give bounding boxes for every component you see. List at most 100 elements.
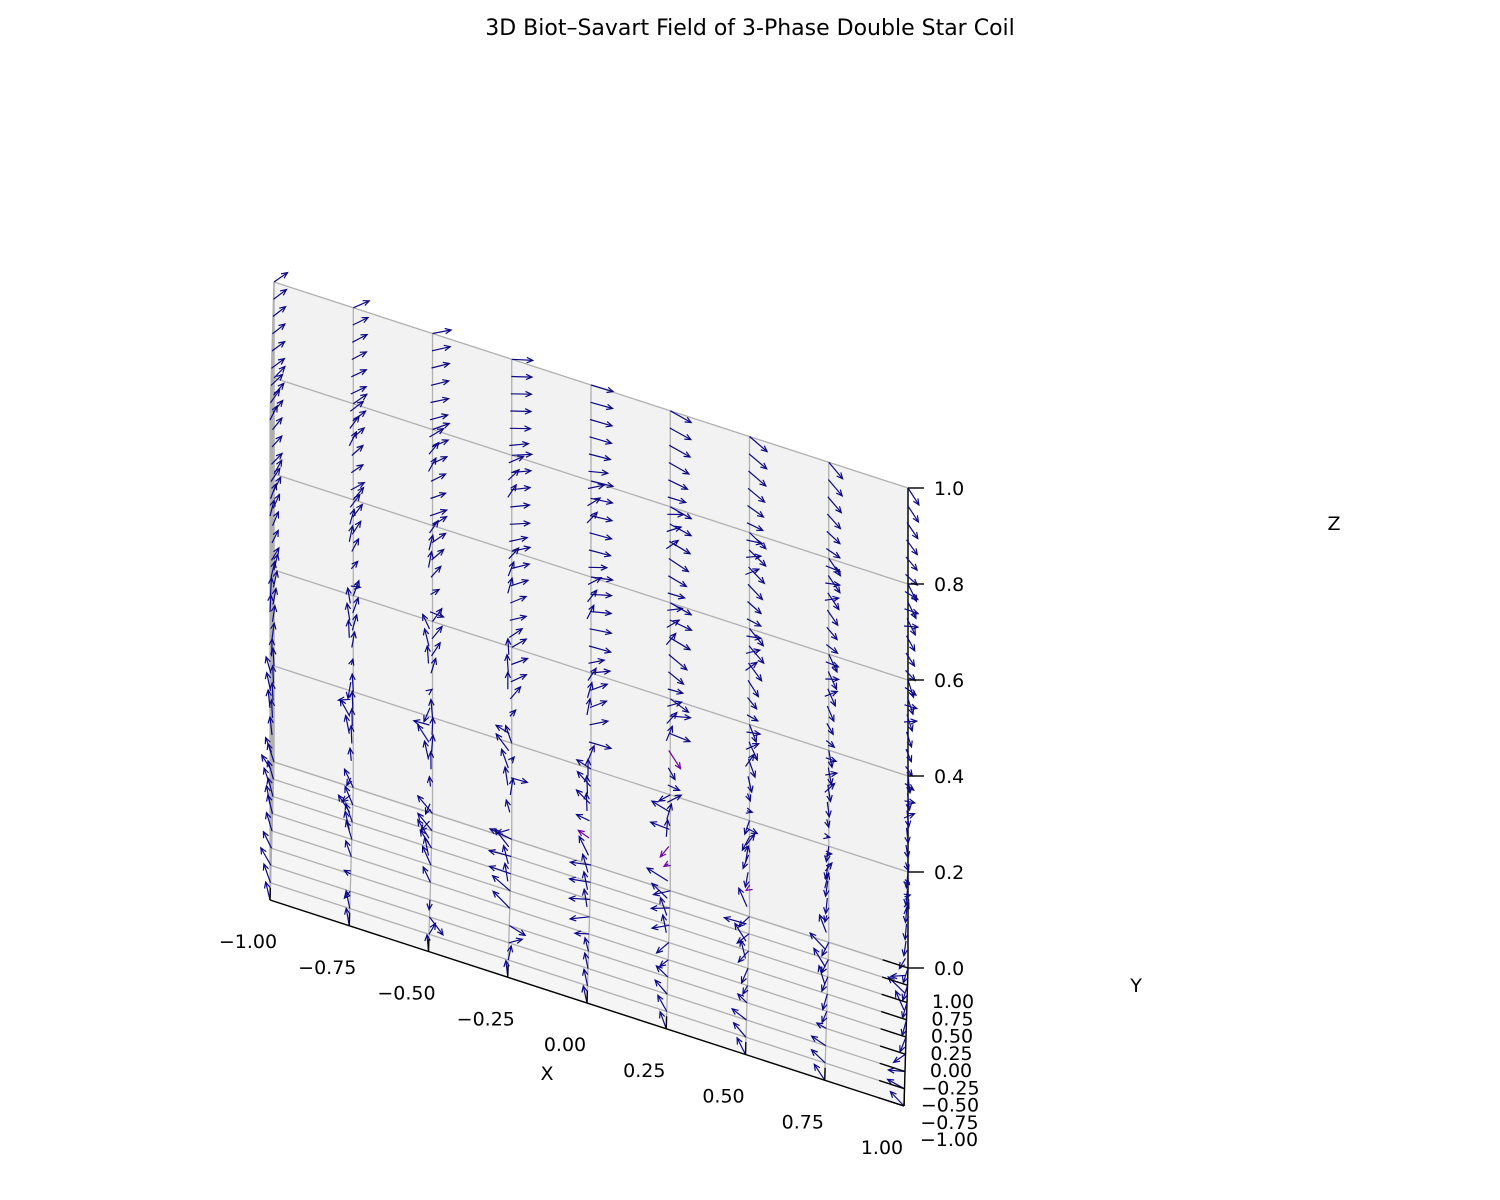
field-arrow	[587, 744, 595, 760]
field-arrow	[825, 740, 836, 749]
field-arrow	[652, 890, 671, 897]
field-arrow	[828, 461, 844, 480]
field-arrow	[903, 812, 916, 819]
field-arrow	[823, 863, 830, 881]
field-arrow	[649, 821, 670, 830]
field-arrow	[746, 522, 765, 532]
field-arrow	[351, 351, 368, 361]
field-arrow	[903, 718, 919, 725]
field-arrow	[500, 747, 509, 769]
field-arrow	[581, 887, 589, 908]
field-arrow	[588, 658, 606, 665]
field-arrow	[669, 523, 693, 537]
field-arrow	[905, 748, 913, 764]
field-arrow	[748, 645, 765, 665]
field-arrow	[667, 784, 681, 792]
field-arrow	[431, 361, 451, 369]
field-arrow	[827, 575, 841, 594]
field-arrow	[904, 827, 911, 845]
field-arrow	[568, 859, 592, 867]
field-arrow	[509, 535, 529, 543]
field-arrow	[889, 1090, 905, 1107]
x-tick-label: −0.25	[457, 1008, 515, 1030]
field-arrow	[424, 803, 431, 816]
field-arrow	[344, 819, 353, 840]
field-arrow	[902, 923, 909, 941]
field-arrow	[825, 770, 839, 778]
field-arrow	[589, 418, 614, 428]
field-arrow	[737, 950, 749, 964]
field-arrow	[353, 300, 371, 309]
field-arrow	[590, 591, 613, 599]
x-tick-label: 0.50	[702, 1086, 744, 1108]
field-arrow	[345, 618, 353, 638]
y-tick-label: −0.25	[921, 1077, 979, 1099]
field-arrow	[745, 833, 756, 846]
field-arrow	[827, 767, 834, 787]
field-arrow	[662, 860, 671, 868]
field-arrow	[667, 671, 685, 686]
field-arrow	[267, 715, 274, 736]
field-arrow	[904, 798, 917, 805]
field-arrow	[906, 522, 919, 540]
field-arrow	[428, 698, 435, 718]
field-arrow	[416, 794, 433, 814]
field-arrow	[901, 985, 909, 1002]
field-arrow	[743, 820, 751, 836]
field-arrow	[742, 985, 749, 996]
field-arrow	[903, 862, 910, 873]
x-tick-label: −0.50	[377, 983, 435, 1005]
field-arrow	[508, 924, 527, 937]
field-arrow	[422, 627, 430, 647]
field-arrow	[417, 723, 430, 743]
field-arrow	[667, 496, 688, 504]
field-arrow	[270, 560, 277, 578]
field-arrow	[668, 750, 682, 770]
field-arrow	[575, 759, 592, 770]
field-arrow	[821, 993, 828, 1011]
field-arrow	[823, 897, 830, 915]
field-arrow	[273, 288, 288, 300]
field-arrow	[272, 305, 287, 317]
field-arrow	[827, 688, 836, 708]
field-arrow	[263, 880, 271, 901]
chart-title: 3D Biot–Savart Field of 3-Phase Double S…	[485, 16, 1015, 41]
field-arrow	[351, 520, 362, 535]
field-arrow	[670, 602, 693, 616]
field-arrow	[507, 576, 514, 594]
y-tick	[881, 993, 908, 1004]
field-arrow	[645, 867, 669, 882]
field-arrow	[577, 829, 590, 839]
field-arrow	[589, 719, 610, 726]
field-arrow	[508, 755, 516, 764]
field-arrow	[905, 652, 916, 668]
field-arrow	[271, 452, 284, 465]
field-arrow	[586, 603, 595, 620]
y-tick	[879, 1062, 906, 1073]
field-arrow	[748, 453, 768, 470]
field-arrow	[412, 719, 430, 726]
field-arrow	[810, 1048, 826, 1064]
field-arrow	[748, 741, 758, 762]
field-arrow	[810, 1035, 827, 1047]
field-arrow	[747, 758, 757, 779]
field-arrow	[670, 410, 693, 424]
field-arrow	[730, 1007, 747, 1021]
field-arrow	[809, 931, 827, 951]
field-arrow	[270, 621, 277, 640]
field-arrow	[590, 401, 614, 411]
field-arrow	[583, 936, 590, 952]
field-arrow	[667, 575, 688, 588]
field-arrow	[419, 828, 433, 849]
x-tick-label: 0.75	[782, 1111, 824, 1133]
z-tick-label: 0.0	[934, 958, 964, 980]
field-arrow	[827, 750, 835, 769]
field-arrow	[344, 802, 353, 823]
field-arrow	[567, 895, 591, 902]
field-arrow	[271, 435, 283, 448]
field-arrow	[650, 800, 671, 813]
field-arrow	[343, 890, 351, 900]
field-arrow	[495, 732, 510, 752]
field-arrow	[825, 548, 841, 559]
y-tick	[879, 1045, 906, 1055]
